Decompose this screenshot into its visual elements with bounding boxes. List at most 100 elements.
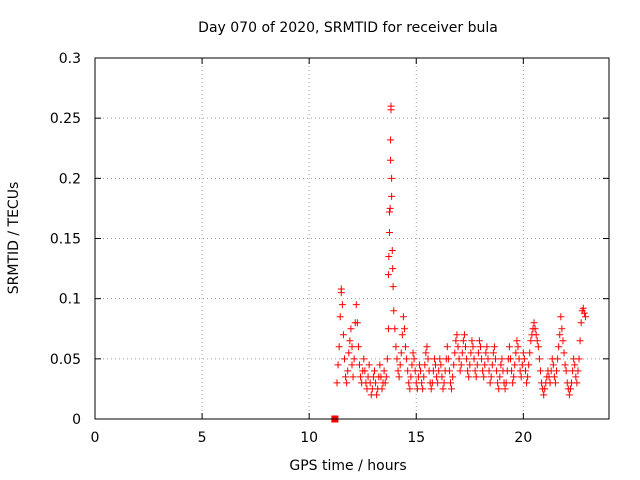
data-point: [443, 343, 451, 351]
data-point: [575, 355, 583, 363]
data-point: [475, 337, 483, 345]
y-tick-label: 0.25: [50, 111, 81, 127]
data-point: [464, 367, 472, 375]
data-point: [581, 313, 589, 321]
x-axis-ticks: 0 5 10 15 20: [91, 58, 532, 446]
data-point: [409, 349, 417, 357]
data-point: [350, 355, 358, 363]
data-point: [357, 373, 365, 381]
data-point: [408, 361, 416, 369]
data-point: [434, 379, 442, 387]
data-point: [417, 367, 425, 375]
data-point: [551, 379, 559, 387]
data-point: [466, 361, 474, 369]
data-point: [348, 361, 356, 369]
data-point: [572, 373, 580, 381]
data-point: [558, 325, 566, 333]
data-point: [398, 331, 406, 339]
chart-title: Day 070 of 2020, SRMTID for receiver bul…: [198, 20, 498, 36]
data-point: [485, 367, 493, 375]
y-tick-label: 0.05: [50, 352, 81, 368]
data-point: [506, 355, 514, 363]
data-point: [460, 331, 468, 339]
data-point: [530, 319, 538, 327]
y-tick-label: 0: [72, 412, 81, 428]
data-point: [396, 361, 404, 369]
data-point: [465, 373, 473, 381]
data-point: [566, 385, 574, 393]
data-point: [382, 373, 390, 381]
data-point: [370, 367, 378, 375]
data-point: [389, 265, 397, 273]
data-point: [457, 361, 465, 369]
data-point: [342, 373, 350, 381]
data-point: [456, 367, 464, 375]
data-point: [480, 373, 488, 381]
data-point: [493, 367, 501, 375]
data-point: [385, 228, 393, 236]
data-point: [454, 343, 462, 351]
data-point: [482, 349, 490, 357]
data-point: [555, 343, 563, 351]
data-point: [484, 355, 492, 363]
data-point: [435, 367, 443, 375]
data-point: [361, 367, 369, 375]
data-point: [526, 349, 534, 357]
data-point: [376, 361, 384, 369]
data-point: [385, 253, 393, 261]
data-point: [562, 367, 570, 375]
data-point: [452, 337, 460, 345]
data-point: [334, 361, 342, 369]
data-point: [394, 367, 402, 375]
data-point: [540, 391, 548, 399]
data-point: [365, 361, 373, 369]
data-point: [388, 192, 396, 200]
data-point: [524, 373, 532, 381]
data-point: [388, 174, 396, 182]
data-point: [343, 379, 351, 387]
data-point: [498, 355, 506, 363]
data-point: [387, 136, 395, 144]
data-point: [509, 379, 517, 387]
data-point: [490, 343, 498, 351]
data-point: [470, 355, 478, 363]
data-point: [391, 325, 399, 333]
data-point: [541, 385, 549, 393]
x-tick-label: 5: [198, 430, 207, 446]
data-point: [400, 325, 408, 333]
data-point: [333, 379, 341, 387]
data-point: [501, 385, 509, 393]
data-point: [438, 373, 446, 381]
data-point: [451, 349, 459, 357]
data-point: [389, 283, 397, 291]
data-point: [486, 379, 494, 387]
data-point: [418, 379, 426, 387]
data-point: [521, 367, 529, 375]
data-point: [472, 373, 480, 381]
data-point: [560, 349, 568, 357]
data-point: [385, 208, 393, 216]
data-point: [392, 343, 400, 351]
data-point: [527, 337, 535, 345]
data-point: [459, 337, 467, 345]
data-point: [505, 343, 513, 351]
data-point: [360, 355, 368, 363]
data-point: [497, 361, 505, 369]
data-point: [450, 361, 458, 369]
data-point: [473, 361, 481, 369]
data-point: [423, 343, 431, 351]
data-point: [502, 379, 510, 387]
data-point: [419, 385, 427, 393]
data-point: [481, 361, 489, 369]
data-point: [477, 343, 484, 351]
data-point: [533, 337, 541, 345]
data-point: [491, 355, 499, 363]
data-point: [406, 385, 414, 393]
data-point: [455, 355, 463, 363]
data-point: [565, 391, 573, 399]
data-point: [517, 373, 525, 381]
data-point: [458, 349, 466, 357]
data-point: [402, 343, 410, 351]
data-point: [519, 349, 527, 357]
data-point: [467, 349, 475, 357]
